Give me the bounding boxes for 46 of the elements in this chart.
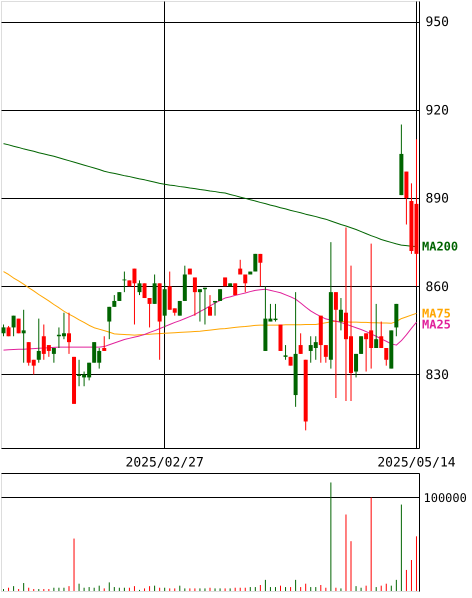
candlestick: [112, 294, 116, 308]
candlestick: [192, 276, 197, 316]
candlestick: [148, 298, 152, 328]
candlestick: [16, 318, 21, 334]
candlestick: [12, 315, 16, 337]
series-label: MA200: [422, 240, 458, 254]
candlestick: [218, 288, 222, 302]
candlestick: [22, 309, 26, 364]
candlestick: [334, 292, 338, 399]
candlestick: [2, 324, 6, 337]
y-tick-label: 950: [426, 15, 449, 30]
candlestick: [374, 303, 378, 349]
candlestick: [384, 348, 388, 366]
candlestick: [379, 321, 384, 349]
candlestick: [102, 336, 106, 352]
candlestick: [6, 325, 11, 337]
candlestick: [52, 348, 56, 364]
candlestick: [66, 312, 71, 354]
candlestick: [107, 306, 112, 340]
candlestick: [354, 353, 358, 378]
candlestick: [258, 253, 262, 287]
line-series: [3, 271, 417, 336]
candlestick: [152, 274, 157, 304]
candlestick: [243, 274, 248, 293]
candlestick: [394, 303, 398, 337]
candlestick: [213, 300, 218, 316]
line-series: [3, 143, 417, 248]
x-tick-label: 2025/02/27: [126, 456, 204, 470]
y-tick-label: 860: [426, 280, 449, 295]
candlestick: [198, 288, 202, 322]
candlestick: [324, 344, 328, 364]
candlestick: [202, 287, 207, 325]
y-tick-label: 920: [426, 103, 449, 118]
x-tick-label: 2025/05/14: [377, 456, 456, 470]
candlestick: [137, 280, 142, 296]
candlestick: [122, 271, 126, 293]
candlestick: [298, 332, 303, 354]
candlestick: [208, 294, 212, 316]
candlestick: [359, 336, 364, 354]
candlestick: [36, 318, 41, 364]
y-tick-label: 100000: [424, 490, 467, 505]
y-tick-label: 830: [426, 368, 449, 383]
candlestick: [284, 344, 288, 360]
candlestick: [238, 259, 242, 275]
candlestick: [338, 298, 343, 331]
y-tick-label: 890: [426, 192, 449, 207]
